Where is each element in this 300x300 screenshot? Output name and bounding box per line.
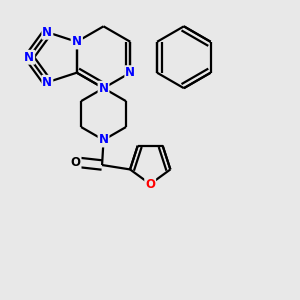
Text: N: N <box>98 82 109 95</box>
Text: N: N <box>42 76 52 89</box>
Text: N: N <box>125 66 135 79</box>
Text: N: N <box>72 35 82 48</box>
Text: O: O <box>145 178 155 190</box>
Text: N: N <box>24 51 34 64</box>
Text: N: N <box>72 35 82 48</box>
Text: N: N <box>98 134 109 146</box>
Text: N: N <box>42 26 52 39</box>
Text: O: O <box>70 156 81 169</box>
